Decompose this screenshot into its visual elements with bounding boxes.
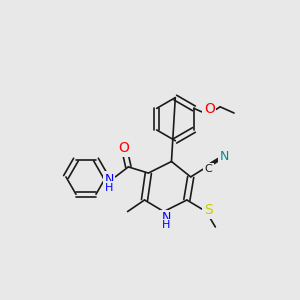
- Text: S: S: [204, 203, 213, 217]
- Text: N: N: [161, 211, 171, 224]
- Text: N: N: [104, 173, 114, 186]
- Text: H: H: [105, 183, 113, 193]
- Text: C: C: [205, 164, 212, 174]
- Text: H: H: [162, 220, 170, 230]
- Text: O: O: [204, 102, 215, 116]
- Text: O: O: [118, 141, 129, 155]
- Text: N: N: [220, 150, 229, 163]
